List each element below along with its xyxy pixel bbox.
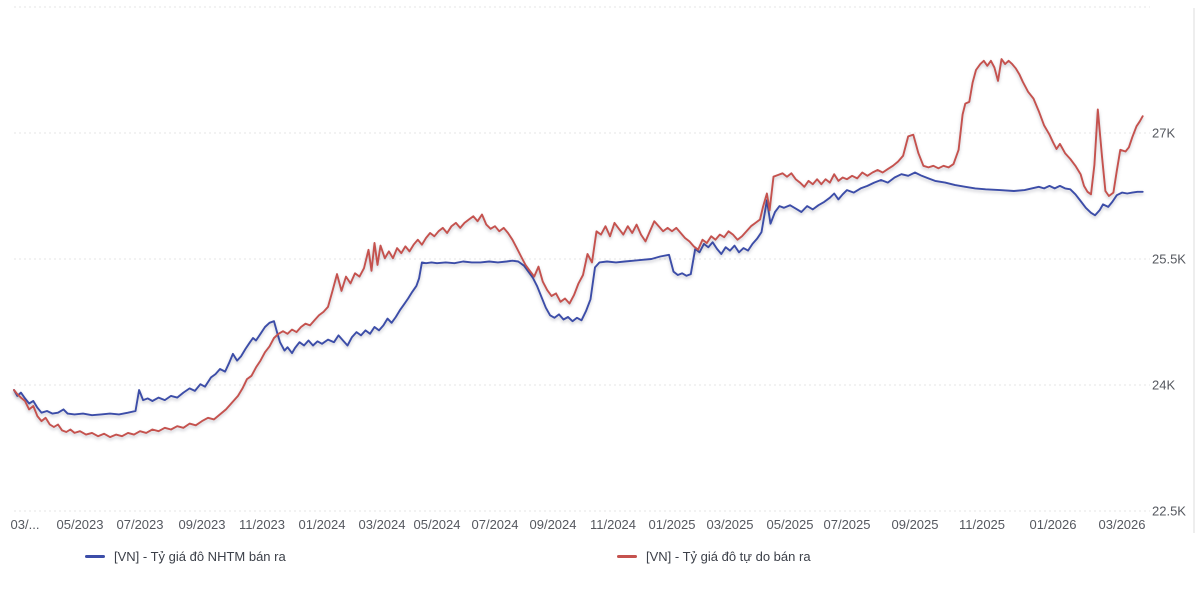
x-axis-label-09/2023: 09/2023 <box>179 517 226 532</box>
series-nhtm-line[interactable] <box>13 171 1144 417</box>
y-axis-label-27K: 27K <box>1152 126 1175 141</box>
x-axis-label-03/2026: 03/2026 <box>1099 517 1146 532</box>
y-axis-label-25.5K: 25.5K <box>1152 252 1186 267</box>
x-axis-label-07/2025: 07/2025 <box>824 517 871 532</box>
x-axis-label-11/2024: 11/2024 <box>590 517 636 532</box>
x-axis-label-05/2023: 05/2023 <box>57 517 104 532</box>
x-axis-label-11/2025: 11/2025 <box>959 517 1005 532</box>
x-axis-label-01/2024: 01/2024 <box>299 517 346 532</box>
x-axis-label-01/2026: 01/2026 <box>1030 517 1077 532</box>
legend-label-tudo: [VN] - Tỷ giá đô tự do bán ra <box>646 549 811 564</box>
x-axis-label-07/2023: 07/2023 <box>117 517 164 532</box>
legend-item-nhtm[interactable]: [VN] - Tỷ giá đô NHTM bán ra <box>85 549 286 564</box>
y-axis-label-22.5K: 22.5K <box>1152 504 1186 519</box>
x-axis-label-07/2024: 07/2024 <box>472 517 519 532</box>
x-axis-label-05/2024: 05/2024 <box>414 517 461 532</box>
x-axis-label-03/2024: 03/2024 <box>359 517 406 532</box>
legend-marker-nhtm-icon <box>85 555 105 558</box>
x-axis-label-03/2025: 03/2025 <box>707 517 754 532</box>
chart-legend: [VN] - Tỷ giá đô NHTM bán ra [VN] - Tỷ g… <box>0 549 1200 569</box>
x-axis-label-01/2025: 01/2025 <box>649 517 696 532</box>
x-axis-label-05/2025: 05/2025 <box>767 517 814 532</box>
legend-label-nhtm: [VN] - Tỷ giá đô NHTM bán ra <box>114 549 286 564</box>
legend-item-tudo[interactable]: [VN] - Tỷ giá đô tự do bán ra <box>617 549 811 564</box>
x-axis-label-03/...: 03/... <box>11 517 40 532</box>
series-tudo-line[interactable] <box>13 58 1144 439</box>
legend-marker-tudo-icon <box>617 555 637 558</box>
y-axis-label-24K: 24K <box>1152 378 1175 393</box>
x-axis-label-09/2025: 09/2025 <box>892 517 939 532</box>
x-axis-label-11/2023: 11/2023 <box>239 517 285 532</box>
x-axis-label-09/2024: 09/2024 <box>530 517 577 532</box>
